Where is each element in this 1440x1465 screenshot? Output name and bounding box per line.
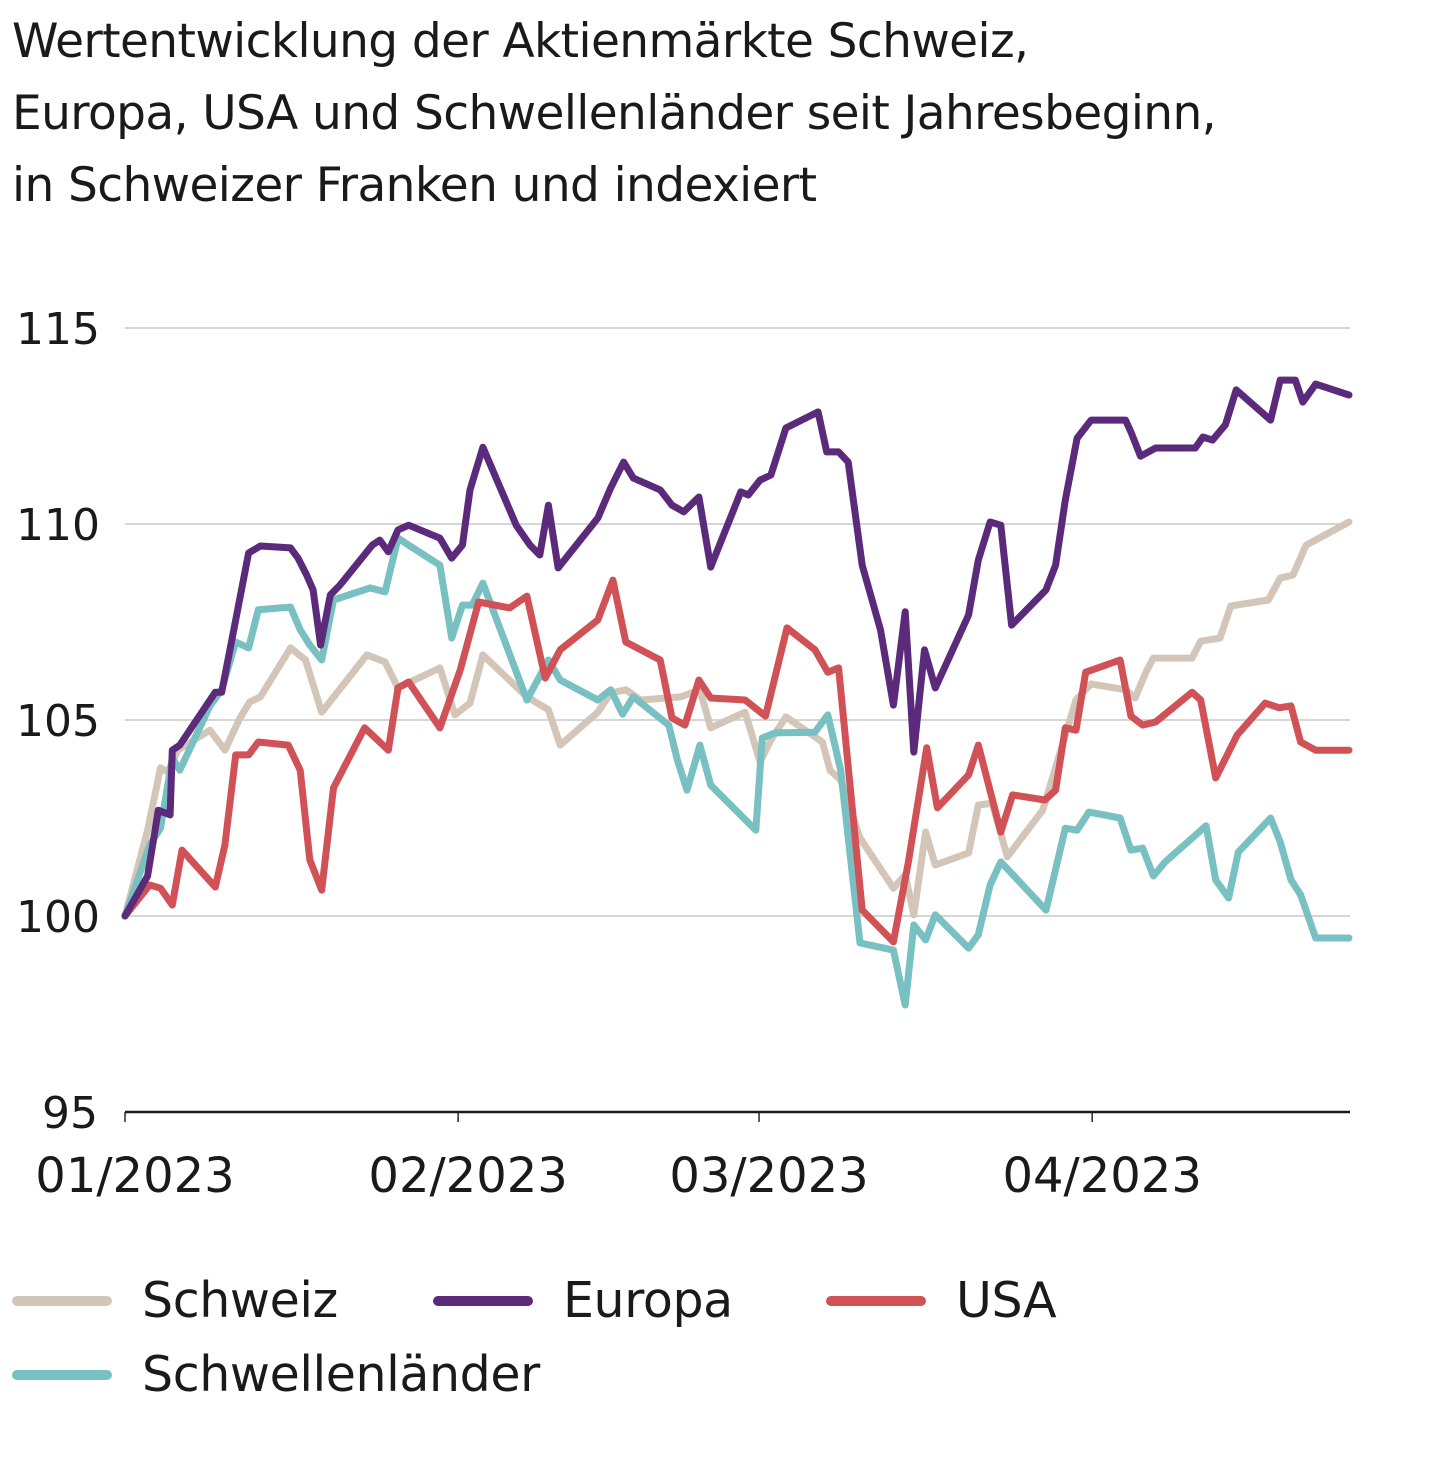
gridlines <box>125 327 1350 917</box>
chart-title-line-2: Europa, USA und Schwellenländer seit Jah… <box>12 86 1217 141</box>
y-axis-ticks: 95 100 105 110 115 <box>16 304 100 1139</box>
x-tick-label: 01/2023 <box>35 1148 234 1204</box>
y-tick-label: 110 <box>16 500 100 551</box>
legend-label-schweiz: Schweiz <box>142 1272 338 1329</box>
chart-title-line-3: in Schweizer Franken und indexiert <box>12 158 817 213</box>
y-tick-label: 115 <box>16 304 100 355</box>
x-axis: 01/2023 02/2023 03/2023 04/2023 <box>35 1110 1350 1204</box>
legend-label-usa: USA <box>956 1272 1057 1329</box>
x-tick-label: 02/2023 <box>368 1148 567 1204</box>
legend-item-schweiz[interactable]: Schweiz <box>12 1272 338 1329</box>
legend-label-europa: Europa <box>563 1272 733 1329</box>
chart-title-line-1: Wertentwicklung der Aktienmärkte Schweiz… <box>12 14 1029 69</box>
series-lines <box>121 376 1353 1009</box>
series-line-schweiz <box>121 518 1353 920</box>
series-line-schwellenlaender <box>121 534 1353 1009</box>
legend-swatch-schweiz <box>12 1295 112 1306</box>
line-chart: 95 100 105 110 115 01/2023 02/2023 03/2023 04/2… <box>16 304 1353 1204</box>
y-tick-label: 95 <box>42 1088 98 1139</box>
series-line-usa <box>121 576 1353 946</box>
legend-item-europa[interactable]: Europa <box>433 1272 733 1329</box>
legend-label-schwellenlaender: Schwellenländer <box>142 1346 540 1403</box>
legend-swatch-schwellenlaender <box>12 1369 112 1380</box>
legend-item-usa[interactable]: USA <box>826 1272 1057 1329</box>
y-tick-label: 100 <box>16 892 100 943</box>
legend-swatch-usa <box>826 1295 926 1306</box>
x-tick-label: 03/2023 <box>669 1148 868 1204</box>
x-tick-label: 04/2023 <box>1002 1148 1201 1204</box>
chart-title: Wertentwicklung der Aktienmärkte Schweiz… <box>12 6 1392 222</box>
series-line-europa <box>121 376 1353 920</box>
legend-swatch-europa <box>433 1295 533 1306</box>
legend-item-schwellenlaender[interactable]: Schwellenländer <box>12 1346 540 1403</box>
y-tick-label: 105 <box>16 696 100 747</box>
